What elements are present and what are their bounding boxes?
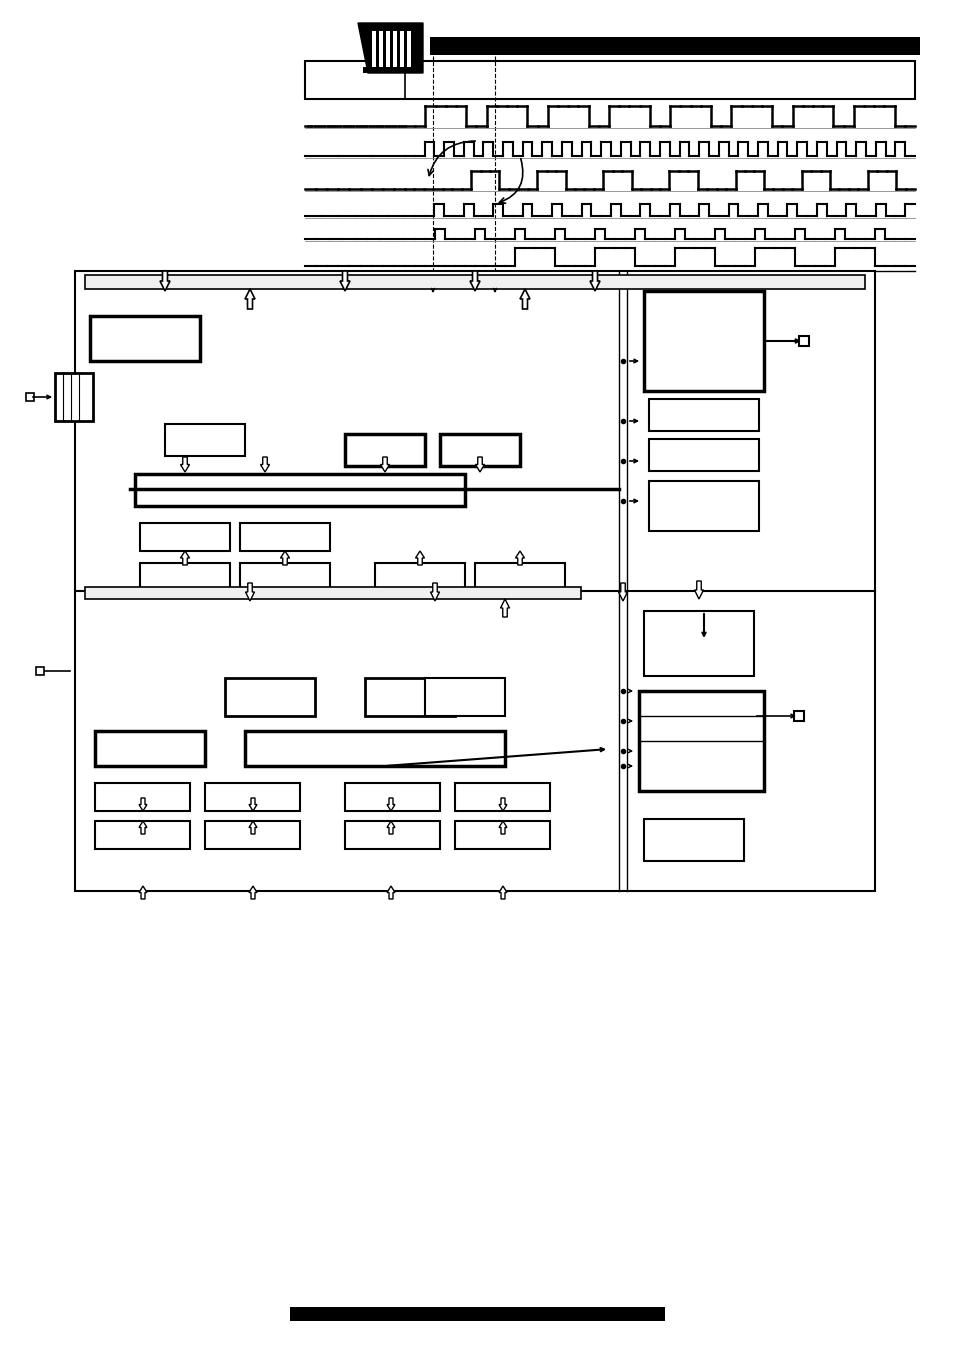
Bar xyxy=(135,474,464,507)
Bar xyxy=(85,586,580,598)
Bar xyxy=(375,563,464,590)
Bar xyxy=(95,731,205,766)
Polygon shape xyxy=(500,598,509,617)
Polygon shape xyxy=(139,886,147,898)
Bar xyxy=(643,611,753,676)
Polygon shape xyxy=(112,446,130,486)
Bar xyxy=(386,31,390,69)
Polygon shape xyxy=(475,457,484,471)
Bar xyxy=(365,678,455,716)
Bar xyxy=(475,563,564,590)
Bar xyxy=(165,424,245,457)
Polygon shape xyxy=(180,551,190,565)
Bar xyxy=(378,31,382,69)
Polygon shape xyxy=(519,289,530,309)
Polygon shape xyxy=(515,551,524,565)
Bar xyxy=(455,784,550,811)
Bar xyxy=(205,784,299,811)
Bar xyxy=(55,373,92,422)
Bar xyxy=(140,563,230,590)
Polygon shape xyxy=(180,457,190,471)
Bar xyxy=(439,434,519,466)
Bar xyxy=(643,290,763,390)
Polygon shape xyxy=(112,481,130,521)
Bar xyxy=(399,31,403,69)
Polygon shape xyxy=(498,886,506,898)
Polygon shape xyxy=(125,671,154,701)
Bar xyxy=(205,821,299,848)
Polygon shape xyxy=(139,821,147,834)
Bar xyxy=(424,678,504,716)
Polygon shape xyxy=(694,581,702,598)
Bar xyxy=(290,1306,664,1321)
Bar xyxy=(639,690,763,790)
Bar xyxy=(225,678,314,716)
Polygon shape xyxy=(95,707,112,736)
Bar xyxy=(648,481,759,531)
Polygon shape xyxy=(245,584,254,601)
Bar xyxy=(305,61,914,99)
Bar xyxy=(345,784,439,811)
Polygon shape xyxy=(260,671,290,701)
Bar xyxy=(430,36,919,55)
Polygon shape xyxy=(139,798,147,811)
Bar xyxy=(455,821,550,848)
Bar xyxy=(75,272,874,892)
Polygon shape xyxy=(387,886,395,898)
Polygon shape xyxy=(387,821,395,834)
Polygon shape xyxy=(160,272,170,290)
Bar xyxy=(345,434,424,466)
Polygon shape xyxy=(357,23,422,73)
Bar xyxy=(95,821,190,848)
Polygon shape xyxy=(314,689,343,703)
Polygon shape xyxy=(387,798,395,811)
Bar xyxy=(90,316,200,361)
Polygon shape xyxy=(245,289,254,309)
Bar xyxy=(648,399,759,431)
Polygon shape xyxy=(249,798,256,811)
Bar xyxy=(345,821,439,848)
Bar xyxy=(95,784,190,811)
Polygon shape xyxy=(249,821,256,834)
Bar xyxy=(245,731,504,766)
Bar xyxy=(240,563,330,590)
Bar xyxy=(372,31,375,69)
Polygon shape xyxy=(249,886,256,898)
Bar xyxy=(240,523,330,551)
Bar xyxy=(393,31,396,69)
Polygon shape xyxy=(260,457,269,471)
Polygon shape xyxy=(498,798,506,811)
Polygon shape xyxy=(618,584,627,601)
Polygon shape xyxy=(380,457,389,471)
Polygon shape xyxy=(280,551,289,565)
Bar xyxy=(85,276,864,289)
Polygon shape xyxy=(339,272,350,290)
Bar xyxy=(407,31,411,69)
Bar xyxy=(643,819,743,861)
Bar xyxy=(363,68,420,73)
Bar xyxy=(648,439,759,471)
Polygon shape xyxy=(498,821,506,834)
Bar xyxy=(140,523,230,551)
Polygon shape xyxy=(589,272,599,290)
Polygon shape xyxy=(416,551,424,565)
Polygon shape xyxy=(430,584,439,601)
Polygon shape xyxy=(470,272,479,290)
